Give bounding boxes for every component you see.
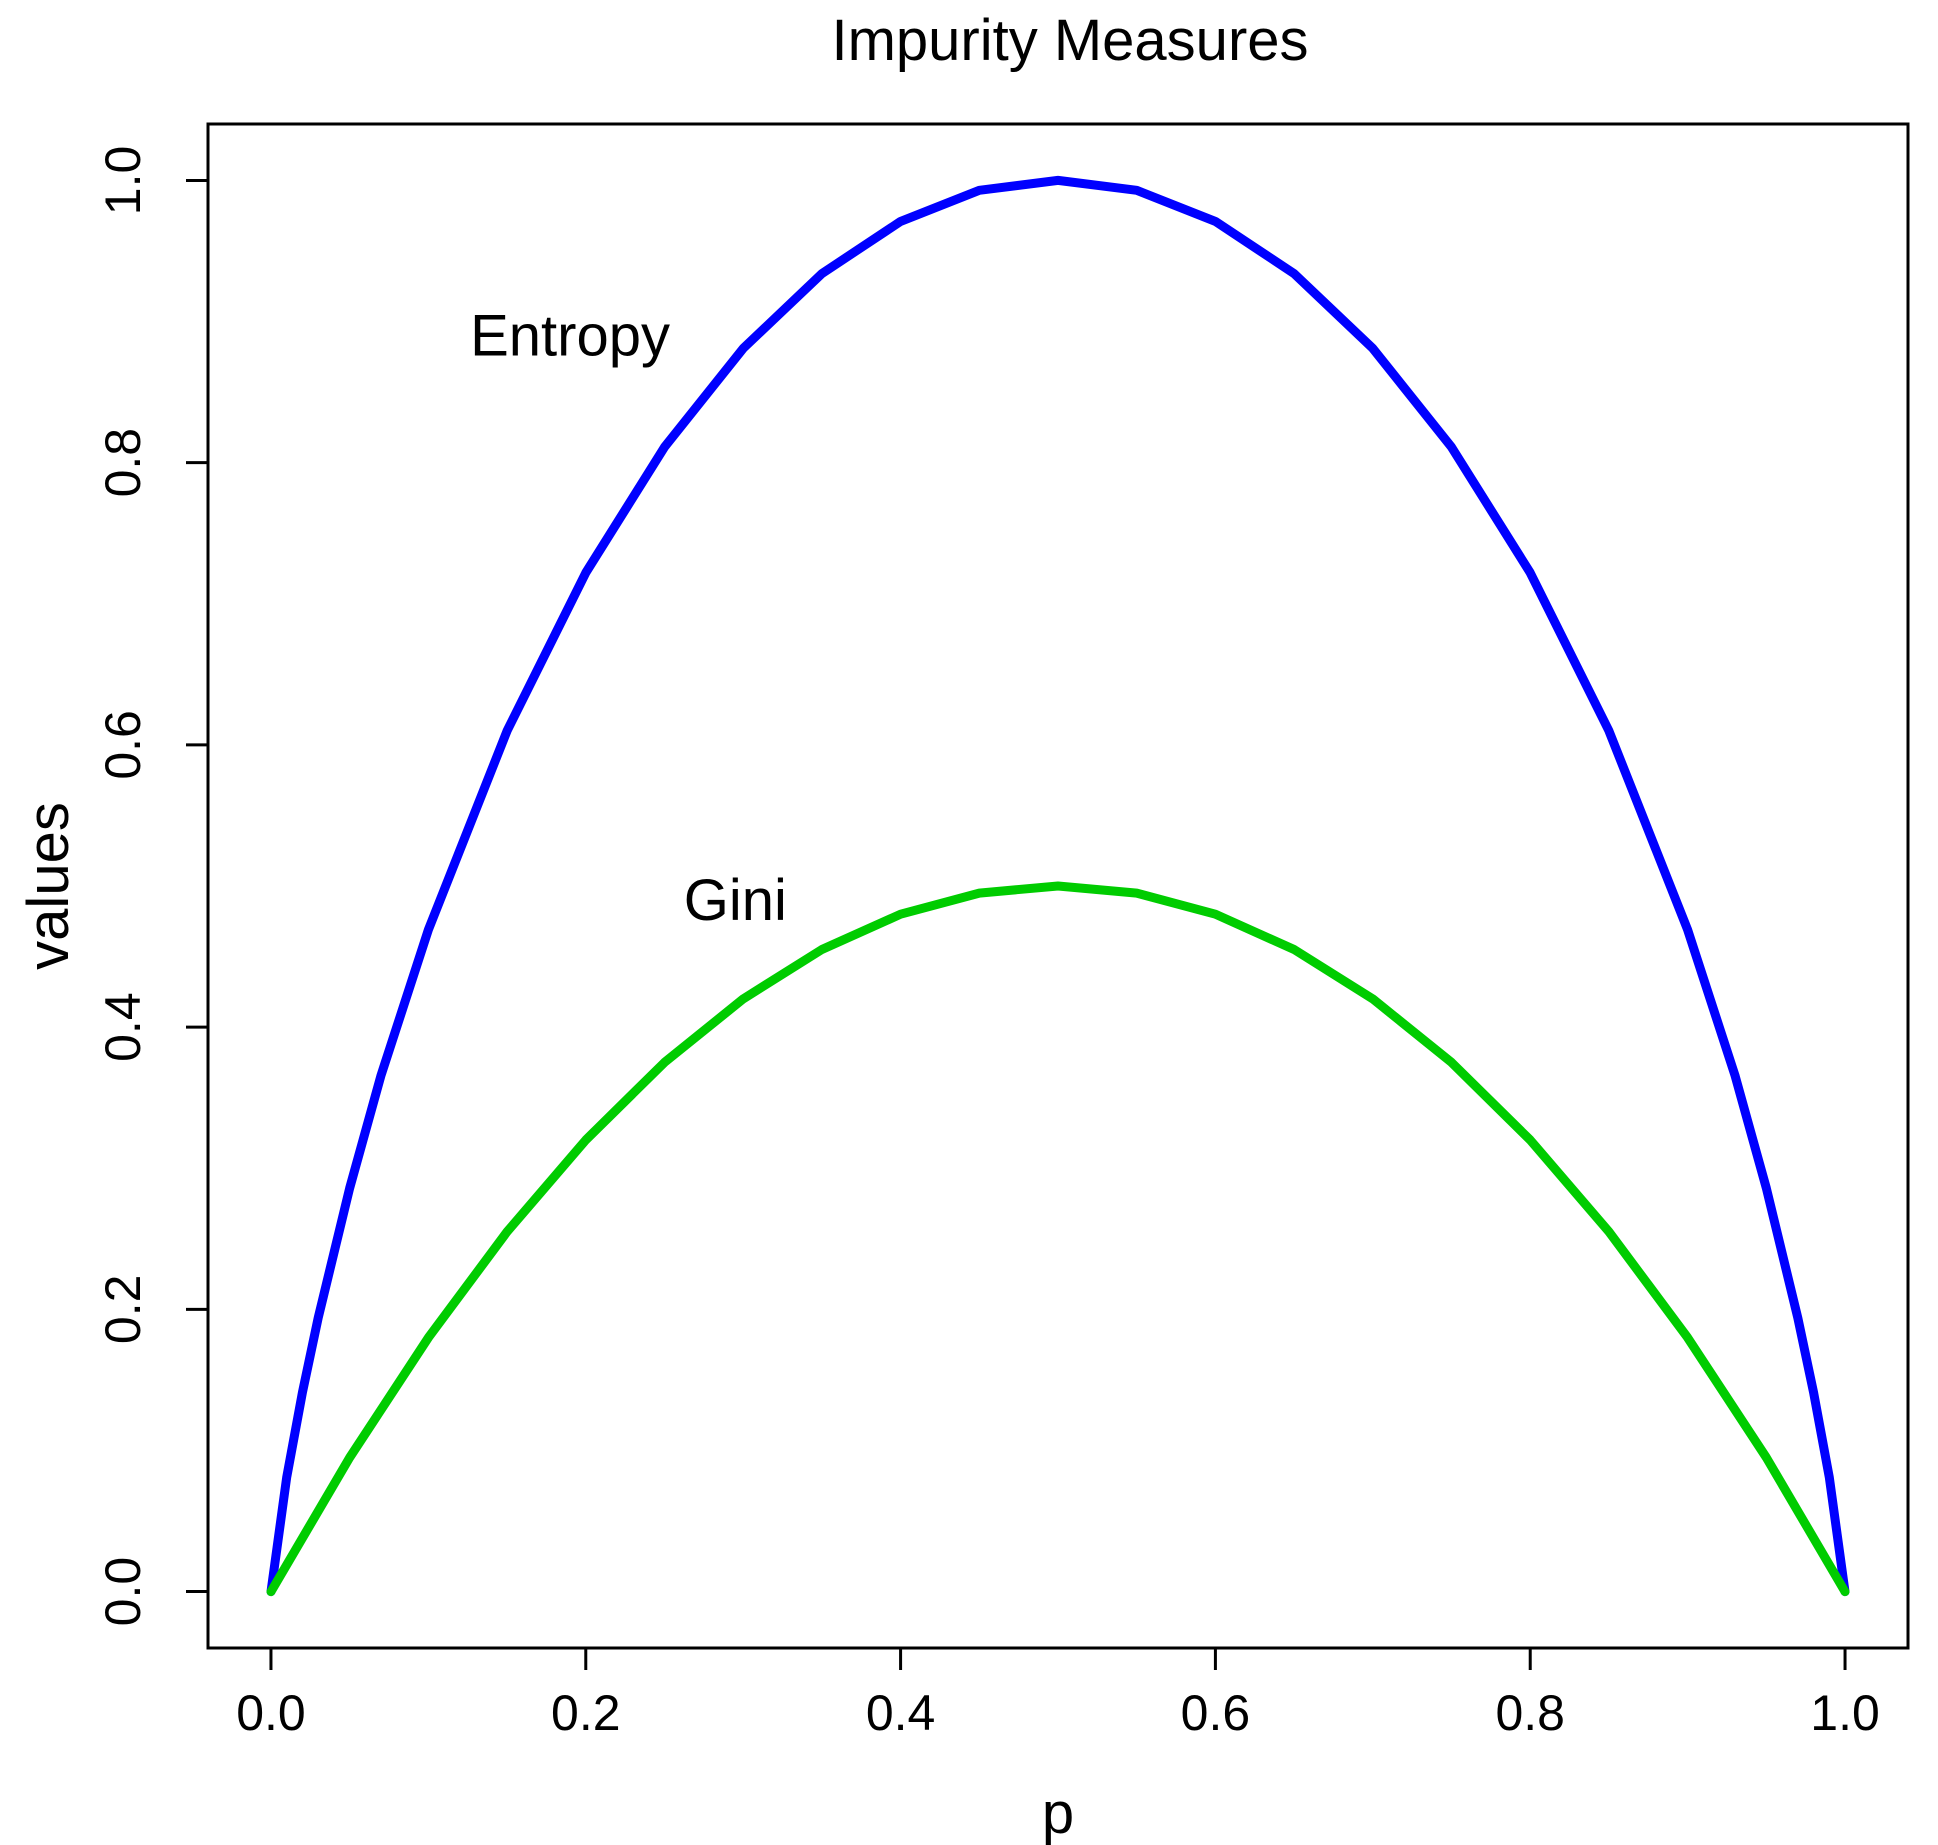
y-tick-label: 0.6 xyxy=(95,710,151,780)
annotation-label-2: Gini xyxy=(684,868,787,933)
x-tick-label: 0.4 xyxy=(866,1685,936,1741)
x-tick-label: 0.6 xyxy=(1181,1685,1251,1741)
y-tick-label: 0.2 xyxy=(95,1275,151,1345)
series-line-1 xyxy=(266,175,1850,1597)
x-tick-label: 0.0 xyxy=(236,1685,306,1741)
y-tick-label: 0.0 xyxy=(95,1557,151,1627)
chart-title: Impurity Measures xyxy=(831,8,1308,73)
series-layer xyxy=(266,175,1850,1597)
annotation-label-1: Entropy xyxy=(470,304,670,369)
x-tick-label: 1.0 xyxy=(1810,1685,1880,1741)
y-tick-label: 0.8 xyxy=(95,428,151,498)
x-tick-label: 0.8 xyxy=(1495,1685,1565,1741)
y-tick-label: 0.4 xyxy=(95,992,151,1062)
x-tick-label: 0.2 xyxy=(551,1685,621,1741)
x-axis-title: p xyxy=(1042,1781,1074,1845)
x-axis: 0.0 0.2 0.4 0.6 0.8 1.0 xyxy=(236,1646,1880,1741)
annotation-layer: Entropy Gini xyxy=(470,304,787,933)
series-line-2 xyxy=(266,881,1850,1597)
y-axis-title: values xyxy=(16,802,81,970)
y-axis: 0.0 0.2 0.4 0.6 0.8 1.0 xyxy=(95,146,210,1627)
y-tick-label: 1.0 xyxy=(95,146,151,216)
